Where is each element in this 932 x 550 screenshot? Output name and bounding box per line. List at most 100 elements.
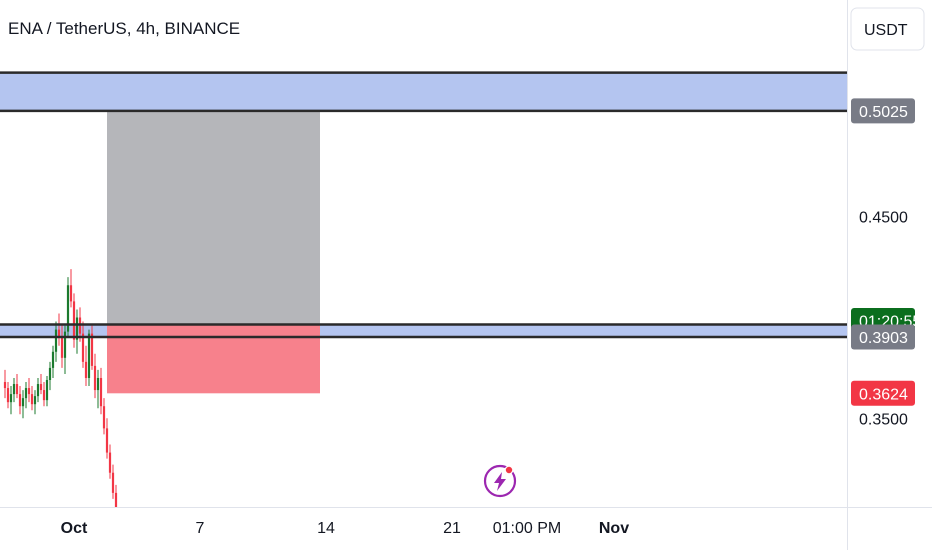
- candle: [81, 321, 85, 368]
- candle-body: [84, 361, 88, 378]
- candle: [72, 293, 76, 348]
- candle-body: [57, 329, 61, 338]
- price-label: 0.3500: [859, 411, 908, 428]
- candle-body: [36, 384, 40, 397]
- currency-label: USDT: [864, 22, 908, 39]
- candle: [48, 361, 52, 391]
- candle-body: [27, 388, 31, 395]
- notification-dot-icon: [504, 465, 514, 475]
- zone-1[interactable]: [0, 72, 847, 111]
- price-badge-bg: [851, 98, 915, 124]
- candle: [24, 382, 28, 409]
- candle: [93, 353, 97, 399]
- candle-body: [75, 317, 79, 340]
- candle-body: [69, 285, 73, 302]
- time-label: 14: [317, 520, 335, 537]
- candle: [6, 382, 10, 409]
- candle: [102, 398, 106, 435]
- candle-body: [9, 394, 13, 403]
- position-layer[interactable]: [107, 110, 320, 394]
- price-badge-bg: [851, 380, 915, 406]
- candle-body: [81, 333, 85, 362]
- time-label: Oct: [61, 520, 88, 537]
- candle: [87, 329, 91, 387]
- candle: [99, 367, 103, 415]
- candle: [111, 464, 115, 499]
- candle: [30, 386, 34, 411]
- candle-body: [54, 329, 58, 352]
- candle: [15, 373, 19, 399]
- candle: [105, 418, 109, 459]
- candle-body: [3, 382, 7, 389]
- time-label: 7: [196, 520, 205, 537]
- candle-body: [48, 367, 52, 380]
- candle-body: [60, 337, 64, 358]
- candle: [51, 345, 55, 378]
- position-stop-zone[interactable]: [107, 324, 320, 394]
- candle: [63, 325, 67, 374]
- candle: [33, 390, 37, 415]
- chart-title: ENA / TetherUS, 4h, BINANCE: [8, 19, 240, 38]
- candle: [36, 377, 40, 403]
- position-target-zone[interactable]: [107, 110, 320, 325]
- candle: [75, 309, 79, 354]
- candle: [114, 484, 118, 507]
- zone-lines-layer: [0, 71, 847, 339]
- candle-body: [87, 333, 91, 378]
- price-badge-text: 0.3624: [859, 386, 908, 403]
- candle-body: [33, 396, 37, 405]
- candle: [84, 345, 88, 387]
- price-label: 0.4500: [859, 210, 908, 227]
- price-badge-stop: 0.3624: [851, 380, 915, 406]
- currency-button[interactable]: USDT: [850, 7, 925, 51]
- candle: [96, 369, 100, 409]
- time-label: 01:00 PM: [493, 520, 561, 537]
- candle: [18, 386, 22, 415]
- candle-body: [39, 384, 43, 391]
- candle-body: [114, 492, 118, 507]
- candle-body: [90, 333, 94, 366]
- candle: [54, 321, 58, 362]
- candle: [12, 377, 16, 403]
- candle: [39, 373, 43, 395]
- candle: [108, 444, 112, 479]
- candle-body: [15, 384, 19, 395]
- candle: [27, 377, 31, 403]
- candle: [57, 313, 61, 346]
- candle-body: [72, 301, 76, 340]
- candle: [66, 277, 70, 338]
- candle: [21, 390, 25, 419]
- candle-body: [96, 377, 100, 391]
- candle-body: [99, 377, 103, 407]
- price-badge-text: 0.5025: [859, 104, 908, 121]
- candle: [90, 325, 94, 370]
- price-badge-target: 0.5025: [851, 98, 915, 124]
- candle: [69, 269, 73, 308]
- candle-body: [24, 388, 28, 399]
- candle-body: [12, 384, 16, 395]
- candle: [9, 386, 13, 415]
- candle-body: [30, 394, 34, 405]
- price-badge-bg: [851, 324, 915, 350]
- lightning-icon[interactable]: [483, 464, 517, 498]
- candle-body: [6, 388, 10, 403]
- candle-body: [63, 331, 67, 358]
- candle-body: [21, 398, 25, 407]
- candle: [60, 323, 64, 368]
- time-axis-labels: Oct 7 14 21 01:00 PM Nov: [61, 520, 630, 537]
- price-badge-text: 0.3903: [859, 330, 908, 347]
- candle-body: [93, 365, 97, 391]
- candle-body: [66, 285, 70, 332]
- price-badge-last-price: 0.3903: [851, 324, 915, 350]
- candles-layer: [3, 269, 118, 507]
- candle-body: [102, 406, 106, 429]
- candle-body: [111, 472, 115, 493]
- candle: [3, 369, 7, 399]
- candle-body: [42, 390, 46, 401]
- candle-body: [18, 394, 22, 407]
- candle-body: [108, 452, 112, 473]
- candle: [45, 375, 49, 407]
